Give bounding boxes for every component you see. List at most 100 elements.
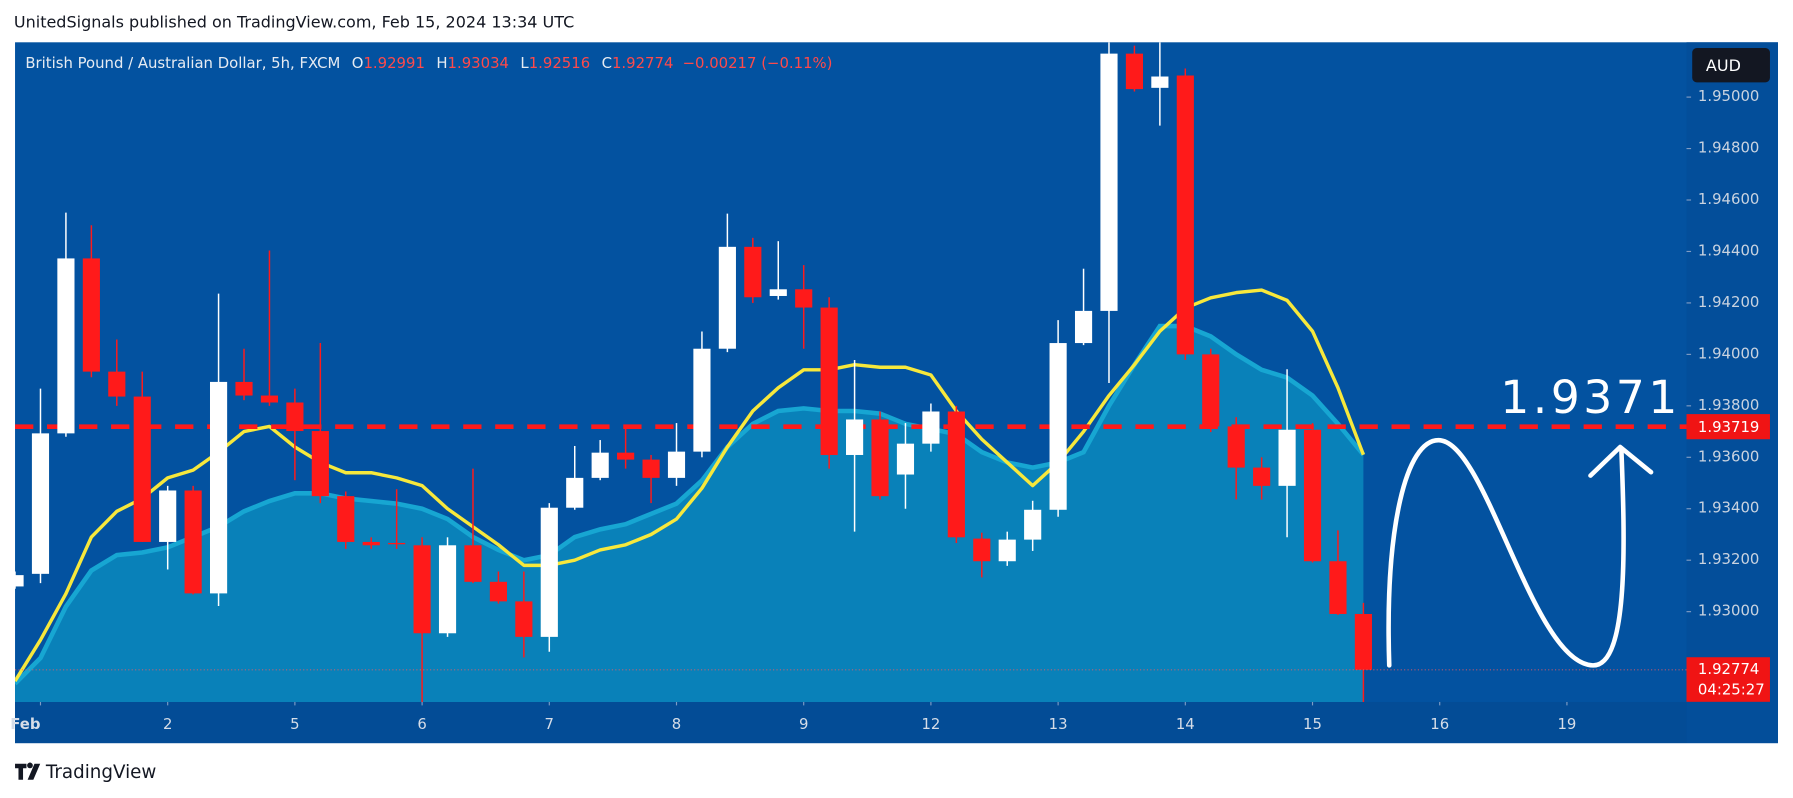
x-tick-label: 13 xyxy=(1049,715,1068,733)
x-tick-label: 2 xyxy=(163,715,172,733)
candle-body xyxy=(489,581,507,602)
ohlc-value: 1.92991 xyxy=(363,54,424,72)
change: −0.00217 (−0.11%) xyxy=(683,54,833,72)
x-tick-label: 5 xyxy=(290,715,299,733)
candle-body xyxy=(820,307,838,455)
candle-body xyxy=(286,402,304,432)
ohlc-label: O xyxy=(352,54,364,72)
y-tick-label: 1.93000 xyxy=(1698,602,1759,620)
candle-body xyxy=(922,411,940,444)
x-tick-label: 6 xyxy=(417,715,426,733)
x-tick-label: Feb xyxy=(10,715,40,733)
ohlc-label: H xyxy=(436,54,447,72)
x-tick-label: 15 xyxy=(1303,715,1322,733)
candle-body xyxy=(744,246,762,298)
ma-line xyxy=(15,288,1366,683)
target-annotation: 1.9371 xyxy=(1500,371,1681,424)
candle-body xyxy=(57,258,75,434)
candle-body xyxy=(591,452,609,478)
time-axis-background xyxy=(15,701,1687,744)
candle-body xyxy=(1125,53,1144,90)
candle-body xyxy=(1024,509,1042,540)
last-price-label: 1.92774 xyxy=(1698,660,1759,678)
ohlc-label: L xyxy=(520,54,529,72)
logo-mark xyxy=(15,762,41,780)
projection-curve xyxy=(1386,437,1626,668)
candle-body xyxy=(31,433,50,574)
candle-body xyxy=(209,381,228,594)
candle-body xyxy=(1253,467,1271,486)
candle-body xyxy=(1202,354,1220,427)
candle-body xyxy=(947,411,965,538)
candle-body xyxy=(413,545,431,634)
y-tick-label: 1.94000 xyxy=(1698,344,1759,362)
candle-body xyxy=(1329,561,1347,614)
candle-body xyxy=(133,396,151,542)
ohlc-value: 1.92774 xyxy=(612,54,673,72)
y-tick-label: 1.93600 xyxy=(1698,447,1759,465)
candle-body xyxy=(108,371,126,397)
candle-body xyxy=(159,490,177,542)
x-tick-label: 16 xyxy=(1430,715,1449,733)
x-tick-label: 8 xyxy=(672,715,681,733)
candle-body xyxy=(464,545,482,582)
level-badge xyxy=(1686,414,1770,440)
y-tick-label: 1.94600 xyxy=(1698,190,1759,208)
brand: TradingView xyxy=(45,762,157,783)
ohlc-value: 1.93034 xyxy=(448,54,509,72)
candle-body xyxy=(1176,75,1194,355)
candle-body xyxy=(388,542,406,545)
candle-body xyxy=(617,452,635,460)
candle-body xyxy=(1354,613,1372,670)
y-tick-label: 1.93200 xyxy=(1698,550,1759,568)
candle-body xyxy=(973,538,991,562)
footer-logo: TradingView xyxy=(15,762,156,783)
candle-body xyxy=(642,459,660,478)
candle-body xyxy=(540,507,558,637)
candle-body xyxy=(515,601,533,637)
y-tick-label: 1.93800 xyxy=(1698,396,1759,414)
y-tick-label: 1.95000 xyxy=(1698,87,1759,105)
y-tick-label: 1.93400 xyxy=(1698,499,1759,517)
ohlc-value: 1.92516 xyxy=(529,54,590,72)
candle-body xyxy=(1074,310,1093,344)
level-label: 1.93719 xyxy=(1698,418,1759,436)
candle-body xyxy=(337,496,355,542)
projection-arrowhead xyxy=(1588,444,1654,478)
candle-body xyxy=(566,477,584,508)
currency-label[interactable]: AUD xyxy=(1706,56,1741,75)
candle-body xyxy=(1303,429,1322,562)
countdown-label: 04:25:27 xyxy=(1698,680,1765,698)
candle-body xyxy=(15,575,24,587)
symbol-title: British Pound / Australian Dollar, 5h, F… xyxy=(25,54,340,72)
candle-body xyxy=(769,289,787,296)
candle-body xyxy=(718,246,736,349)
plot xyxy=(15,42,1687,702)
candle-body xyxy=(82,258,100,372)
candle-body xyxy=(693,348,711,452)
candle-body xyxy=(998,539,1016,562)
currency-button[interactable] xyxy=(1692,48,1770,83)
candle-body xyxy=(184,490,202,594)
y-tick-label: 1.94400 xyxy=(1698,241,1759,259)
y-tick-label: 1.94200 xyxy=(1698,293,1759,311)
candle-body xyxy=(362,541,380,546)
candle-body xyxy=(311,431,329,497)
y-tick-label: 1.94800 xyxy=(1698,139,1759,157)
ohlc-label: C xyxy=(602,54,612,72)
candle-body xyxy=(1278,429,1296,486)
candle-body xyxy=(896,443,915,475)
candle-body xyxy=(235,381,253,396)
candle-body xyxy=(1049,343,1067,510)
candle-body xyxy=(438,545,457,634)
price-axis-background xyxy=(1686,42,1778,744)
candle-body xyxy=(1227,426,1245,468)
candle-body xyxy=(871,419,889,497)
ma-area xyxy=(15,326,1364,702)
candle-body xyxy=(1151,76,1169,88)
publisher: UnitedSignals published on TradingView.c… xyxy=(14,12,574,31)
candle-body xyxy=(846,419,864,455)
candle-body xyxy=(260,395,279,403)
